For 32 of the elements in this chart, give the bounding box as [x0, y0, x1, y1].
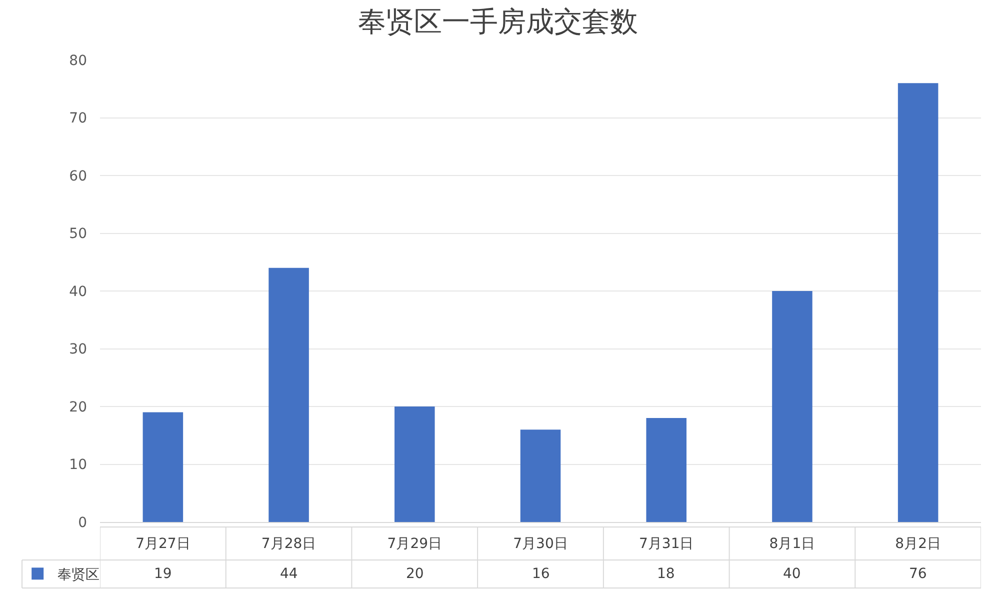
bar	[520, 430, 561, 522]
x-tick-label: 7月28日	[261, 536, 316, 552]
bar	[394, 406, 435, 522]
x-tick-label: 7月29日	[387, 536, 442, 552]
bar	[646, 418, 686, 522]
data-label: 40	[783, 566, 801, 582]
data-label: 16	[532, 566, 550, 582]
y-tick-label: 10	[69, 457, 87, 474]
y-tick-label: 30	[69, 342, 87, 358]
data-label: 44	[280, 566, 298, 582]
chart-title: 奉贤区一手房成交套数	[358, 4, 638, 38]
data-label: 20	[406, 566, 424, 582]
y-tick-label: 50	[69, 226, 87, 242]
y-tick-label: 0	[78, 514, 87, 531]
y-tick-label: 60	[69, 168, 87, 184]
y-tick-label: 40	[69, 284, 87, 300]
legend-label: 奉贤区	[58, 567, 100, 584]
x-tick-label: 7月30日	[513, 536, 568, 552]
data-label: 19	[154, 566, 172, 582]
y-tick-label: 80	[69, 52, 87, 69]
x-tick-label: 8月1日	[769, 536, 816, 552]
bar	[772, 291, 812, 522]
x-tick-label: 7月31日	[638, 536, 694, 552]
bar	[268, 268, 309, 522]
y-tick-label: 70	[69, 110, 87, 127]
bar	[898, 83, 938, 522]
data-label: 18	[657, 566, 675, 582]
x-tick-label: 7月27日	[136, 536, 190, 552]
x-tick-label: 8月2日	[895, 536, 941, 552]
y-tick-label: 20	[69, 399, 87, 416]
data-label: 76	[909, 566, 927, 582]
bar	[142, 412, 184, 522]
